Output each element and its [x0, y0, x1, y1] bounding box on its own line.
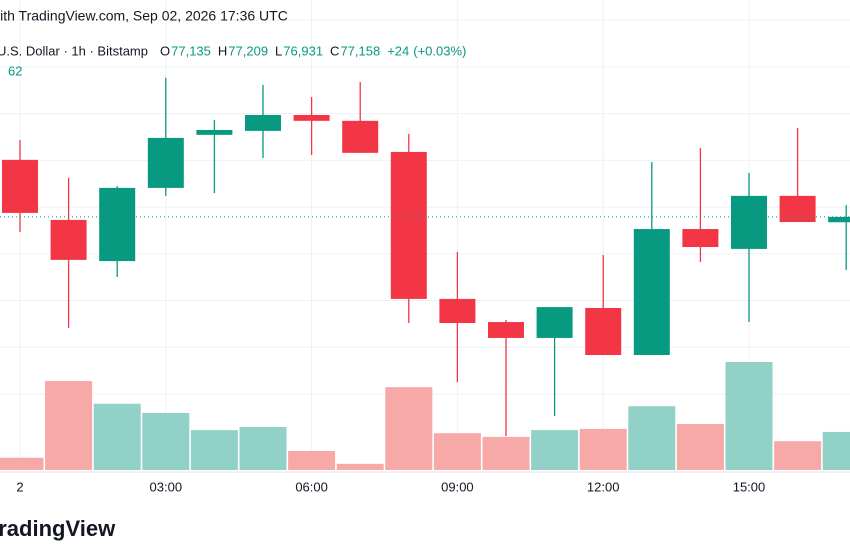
volume-bar	[190, 430, 238, 470]
header: with TradingView.com, Sep 02, 2026 17:36…	[0, 8, 288, 24]
ohlc-key: L	[275, 43, 282, 58]
volume-bar	[628, 406, 676, 470]
volume-bar	[725, 362, 773, 470]
candle-body	[779, 195, 816, 223]
candle-body	[731, 195, 767, 249]
ohlc-key: H	[218, 43, 227, 58]
candle-body	[99, 187, 136, 262]
volume-bar	[676, 423, 724, 470]
legend: U.S. Dollar · 1h · Bitstamp O 77,135 H 77,20…	[0, 43, 466, 78]
ohlc-key: C	[330, 43, 339, 58]
change: +24	[387, 43, 409, 58]
candle-body	[147, 137, 184, 188]
volume-bar	[822, 431, 850, 470]
candle-body	[342, 120, 379, 153]
x-tick-label: 12:00	[587, 479, 620, 494]
volume-bar	[579, 428, 627, 470]
brand: TradingView	[0, 516, 116, 541]
candle-body	[439, 298, 476, 323]
candle-body	[585, 308, 622, 356]
volume-bar	[774, 441, 822, 470]
candle-body	[828, 216, 850, 223]
candle-body	[536, 307, 573, 338]
volume-bar	[93, 403, 141, 470]
volume-bar	[433, 433, 481, 470]
volume-legend: 62	[8, 63, 22, 78]
change-pct: (+0.03%)	[413, 43, 466, 58]
x-tick-label: 15:00	[733, 479, 766, 494]
symbol: U.S. Dollar · 1h · Bitstamp	[0, 43, 148, 58]
volume-bar	[288, 450, 336, 470]
candle-body	[50, 219, 87, 260]
candle-body	[682, 229, 719, 248]
ohlc-value: 77,135	[171, 43, 211, 58]
ohlc-key: O	[160, 43, 170, 58]
candle-body	[196, 129, 233, 135]
candles	[0, 77, 850, 437]
volume-bar	[142, 412, 190, 470]
volume-bar	[385, 387, 433, 470]
ohlc-value: 76,931	[283, 43, 323, 58]
x-tick-label: 2	[16, 479, 23, 494]
x-tick-label: 06:00	[295, 479, 328, 494]
candle-body	[2, 159, 38, 213]
volume-bar	[336, 463, 384, 470]
volume-bar	[482, 436, 530, 470]
ohlc-value: 77,158	[340, 43, 380, 58]
volume-pane	[0, 362, 850, 470]
candle-body	[488, 322, 524, 338]
candle-body	[245, 114, 281, 131]
candle-body	[633, 229, 670, 356]
volume-bar	[0, 457, 44, 470]
volume-bar	[531, 430, 579, 470]
x-tick-label: 03:00	[150, 479, 183, 494]
ohlc-value: 77,209	[228, 43, 268, 58]
x-tick-label: 09:00	[441, 479, 474, 494]
candle-body	[293, 114, 330, 121]
volume-bar	[45, 381, 93, 470]
volume-bar	[239, 427, 287, 470]
candle-body	[390, 151, 427, 299]
